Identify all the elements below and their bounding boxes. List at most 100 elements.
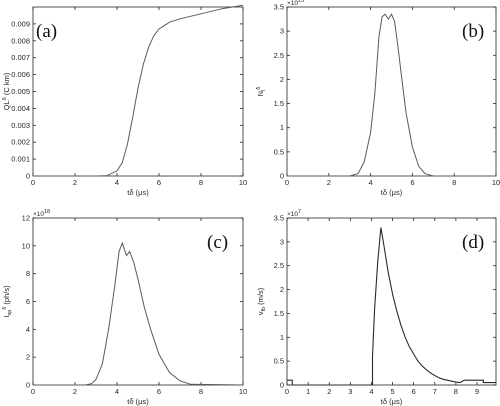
panel-label: (a): [36, 21, 57, 42]
panel-label: (d): [462, 232, 484, 253]
x-tick-label: 6: [157, 387, 161, 396]
y-axis-label: QLδ (C km): [2, 72, 11, 110]
y-tick-label: 2.5: [274, 51, 284, 60]
y-tick-label: 0.005: [11, 87, 30, 96]
y-tick-label: 3: [280, 27, 284, 36]
y-tick-label: 3.5: [274, 214, 284, 223]
x-tick-label: 8: [454, 387, 458, 396]
axis-exponent: ×107: [287, 209, 301, 218]
x-tick-label: 7: [433, 387, 437, 396]
axis-exponent-power: 15: [298, 0, 304, 4]
y-tick-label: 0: [280, 172, 284, 181]
y-axis-label-sup: δ: [2, 97, 8, 100]
axes-frame: [32, 6, 244, 177]
x-axis-label: tδ (μs): [127, 397, 149, 406]
x-tick-label: 3: [348, 387, 352, 396]
y-axis-label-sup: δ: [2, 307, 8, 310]
y-tick-label: 0.5: [274, 357, 284, 366]
x-tick-label: 0: [285, 178, 289, 187]
y-tick-label: 0.007: [11, 53, 30, 62]
y-tick-label: 1.5: [274, 309, 284, 318]
y-tick-label: 0: [280, 381, 284, 390]
y-axis-label-unit: (ph/s): [2, 285, 11, 307]
x-tick-label: 8: [452, 178, 456, 187]
y-axis-label-main: v: [256, 311, 265, 315]
y-tick-label: 8: [26, 269, 30, 278]
x-tick-label: 0: [285, 387, 289, 396]
y-tick-label: 2: [280, 75, 284, 84]
x-tick-label: 4: [115, 178, 119, 187]
series-line: [33, 241, 244, 386]
axis-exponent: ×1018: [33, 209, 50, 218]
y-axis-label-main: QL: [2, 100, 11, 110]
x-tick-label: 6: [410, 178, 414, 187]
chart-panel-b: 0 2 4 6 8 10 0 0.5 1 1.5 2 2.5 3 3.5 ×1015 tδ (μs) Nlδ (b…: [256, 0, 500, 197]
x-tick-label: 10: [239, 387, 247, 396]
x-tick-label: 8: [199, 387, 203, 396]
y-tick-label: 0.003: [11, 121, 30, 130]
y-axis-label-sub: l: [261, 90, 267, 91]
y-tick-label: 0: [26, 172, 30, 181]
y-axis-label-sub: sp: [7, 310, 13, 316]
x-tick-label: 2: [327, 178, 331, 187]
y-tick-label: 3.5: [274, 3, 284, 12]
y-axis-label: Ispδ (ph/s): [2, 285, 13, 318]
y-tick-label: 0.009: [11, 19, 30, 28]
y-tick-label: 1.5: [274, 99, 284, 108]
x-axis-label: tδ (μs): [381, 188, 403, 197]
y-axis-label-main: N: [256, 91, 265, 96]
x-tick-label: 5: [390, 387, 394, 396]
x-tick-label: 4: [115, 387, 119, 396]
series-line: [33, 4, 244, 177]
axis-exponent-base: ×10: [33, 211, 44, 218]
axis-exponent: ×1015: [287, 0, 304, 7]
x-tick-label: 2: [73, 387, 77, 396]
y-tick-label: 1: [280, 123, 284, 132]
y-tick-label: 4: [26, 325, 30, 334]
axis-exponent-base: ×10: [287, 211, 298, 218]
series-line: [287, 13, 496, 177]
x-tick-label: 4: [369, 387, 373, 396]
y-axis-label-main: I: [2, 316, 11, 318]
x-axis-label: tδ (μs): [381, 397, 403, 406]
y-tick-label: 0.006: [11, 70, 30, 79]
y-tick-label: 0.001: [11, 155, 30, 164]
x-tick-label: 10: [239, 178, 247, 187]
y-axis-label: vfb (m/s): [256, 287, 267, 315]
x-tick-label: 9: [475, 387, 479, 396]
x-tick-label: 1: [306, 387, 310, 396]
y-tick-label: 0.002: [11, 138, 30, 147]
x-tick-label: 6: [157, 178, 161, 187]
axis-exponent-power: 18: [44, 209, 50, 215]
y-tick-label: 12: [22, 214, 30, 223]
axes-frame: [286, 6, 497, 177]
x-tick-label: 6: [412, 387, 416, 396]
y-axis-label: Nlδ: [256, 87, 267, 97]
y-tick-label: 3: [280, 237, 284, 246]
y-axis-label-unit: (C km): [2, 72, 11, 97]
x-tick-label: 2: [73, 178, 77, 187]
y-axis-label-sub: fb: [261, 307, 267, 312]
x-tick-label: 4: [369, 178, 373, 187]
y-tick-label: 2: [26, 353, 30, 362]
y-axis-label-sup: δ: [256, 87, 262, 90]
y-tick-label: 0.5: [274, 147, 284, 156]
panel-label: (b): [462, 21, 484, 42]
axis-exponent-power: 7: [298, 209, 301, 215]
y-tick-label: 2.5: [274, 261, 284, 270]
chart-panel-a: 0 2 4 6 8 10 0 0.001 0.002 0.003 0.004 0.005 0.006 0.…: [2, 4, 247, 197]
y-axis-label-unit: (m/s): [256, 287, 265, 307]
y-tick-label: 0: [26, 381, 30, 390]
series-line: [287, 227, 496, 386]
x-tick-label: 2: [327, 387, 331, 396]
y-tick-label: 10: [22, 241, 30, 250]
axis-exponent-base: ×10: [287, 0, 298, 7]
y-tick-label: 2: [280, 285, 284, 294]
y-tick-label: 1: [280, 333, 284, 342]
x-tick-label: 0: [31, 387, 35, 396]
y-tick-label: 0.004: [11, 104, 30, 113]
x-tick-label: 0: [31, 178, 35, 187]
